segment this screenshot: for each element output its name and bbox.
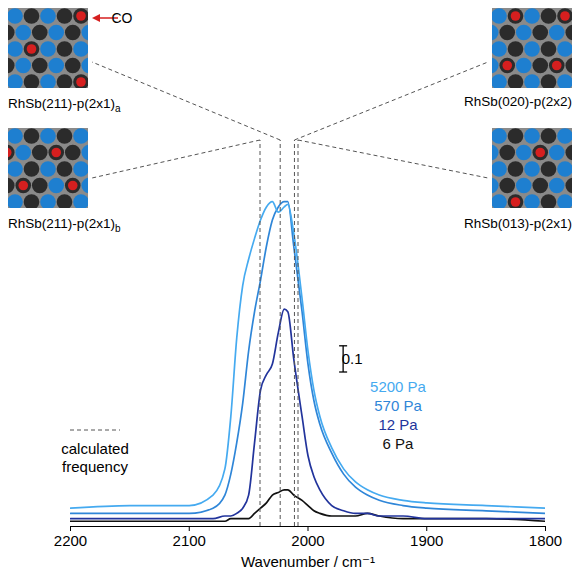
svg-text:2200: 2200 [54, 532, 87, 549]
svg-text:570 Pa: 570 Pa [374, 397, 422, 414]
svg-text:RhSb(211)-p(2x1)b: RhSb(211)-p(2x1)b [8, 216, 121, 234]
svg-text:2000: 2000 [291, 532, 324, 549]
svg-text:RhSb(020)-p(2x2): RhSb(020)-p(2x2) [464, 94, 572, 109]
svg-text:0.1: 0.1 [342, 350, 363, 367]
svg-text:1800: 1800 [529, 532, 562, 549]
svg-text:1900: 1900 [410, 532, 443, 549]
svg-text:RhSb(013)-p(2x1): RhSb(013)-p(2x1) [464, 216, 572, 231]
svg-text:Wavenumber / cm⁻¹: Wavenumber / cm⁻¹ [241, 553, 375, 570]
svg-text:CO: CO [112, 10, 133, 26]
svg-text:5200 Pa: 5200 Pa [370, 378, 427, 395]
svg-text:RhSb(211)-p(2x1)a: RhSb(211)-p(2x1)a [8, 96, 121, 114]
svg-text:2100: 2100 [173, 532, 206, 549]
svg-text:calculatedfrequency: calculatedfrequency [61, 440, 129, 475]
svg-text:6 Pa: 6 Pa [383, 435, 415, 452]
svg-text:12 Pa: 12 Pa [378, 416, 418, 433]
